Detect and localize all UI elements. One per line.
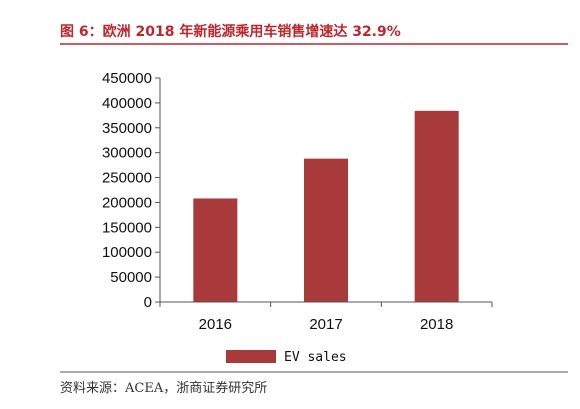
- bar-2016: [193, 198, 238, 302]
- bar-2018: [414, 110, 459, 302]
- y-tick-label: 350000: [102, 120, 152, 137]
- x-tick-label: 2018: [420, 316, 453, 333]
- y-axis-ticks: 0 50000 100000 150000 200000 250000 300000 3500…: [102, 70, 160, 311]
- legend: EV sales: [226, 350, 347, 365]
- y-tick-label: 200000: [102, 194, 152, 211]
- y-tick-label: 300000: [102, 145, 152, 162]
- bar-2017: [304, 158, 348, 302]
- y-tick-label: 450000: [102, 70, 152, 87]
- x-tick-label: 2016: [199, 316, 232, 333]
- y-tick-label: 150000: [102, 219, 152, 236]
- x-axis-ticks: 2016 2017 2018: [159, 302, 493, 333]
- y-tick-label: 0: [144, 294, 152, 311]
- source-note: 资料来源：ACEA，浙商证券研究所: [60, 380, 267, 396]
- y-tick-label: 50000: [110, 269, 152, 286]
- y-tick-label: 250000: [102, 170, 152, 187]
- y-tick-label: 400000: [102, 95, 152, 112]
- legend-label: EV sales: [284, 350, 347, 365]
- legend-swatch: [226, 350, 276, 363]
- bars: [193, 110, 459, 302]
- chart-title: 图 6：欧洲 2018 年新能源乘用车销售增速达 32.9%: [60, 23, 401, 40]
- x-tick-label: 2017: [309, 316, 342, 333]
- y-tick-label: 100000: [102, 244, 152, 261]
